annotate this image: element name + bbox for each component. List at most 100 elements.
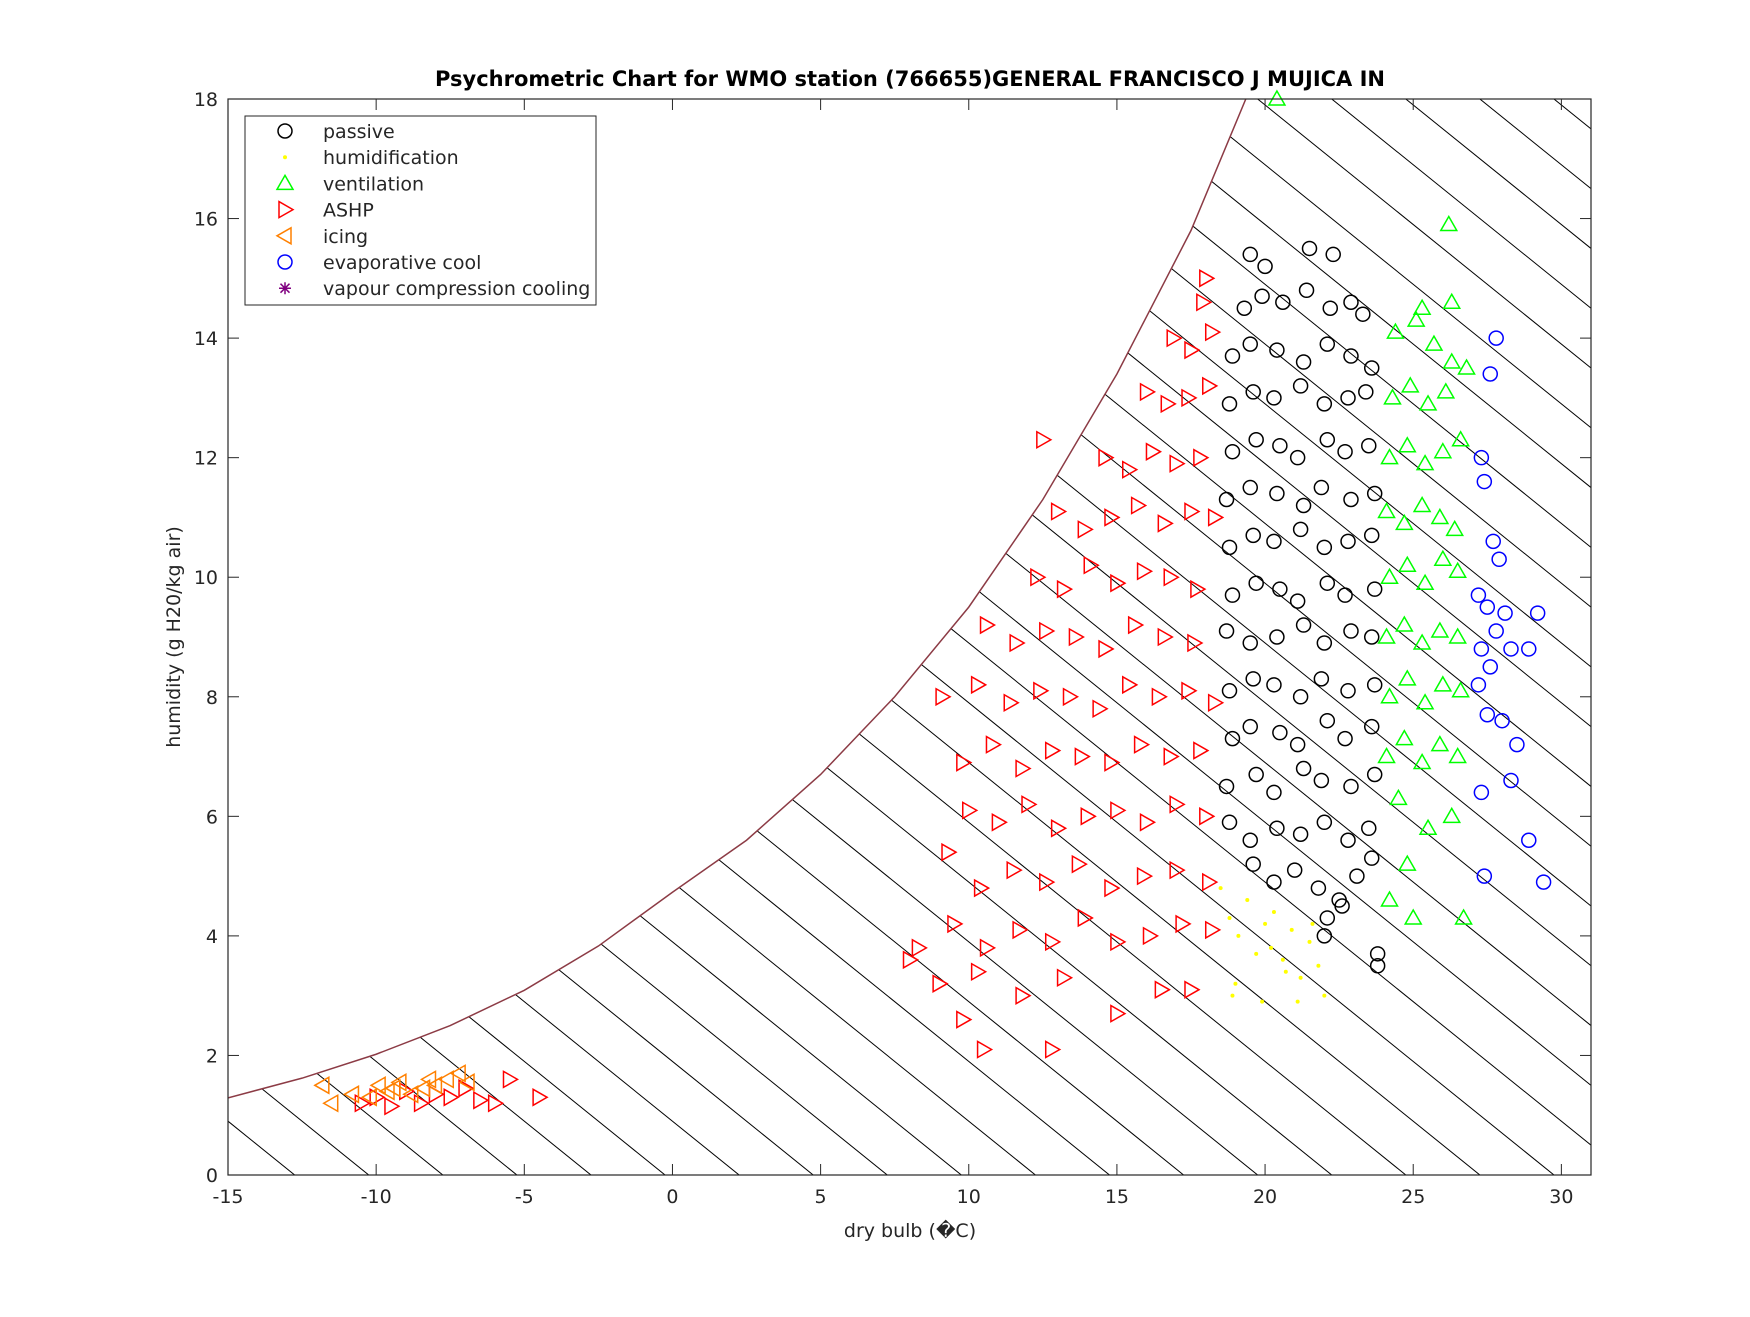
marker-triangle-up xyxy=(1442,352,1462,369)
y-tick-label: 0 xyxy=(206,1165,218,1187)
marker-dot xyxy=(1227,915,1232,920)
marker-circle xyxy=(1349,868,1365,884)
marker-triangle-right xyxy=(1030,567,1047,587)
marker-triangle-right xyxy=(979,615,997,635)
marker-triangle-up xyxy=(1448,747,1467,764)
marker-triangle-right xyxy=(458,1079,475,1098)
marker-dot xyxy=(1307,939,1312,944)
marker-circle xyxy=(1245,856,1261,872)
marker-triangle-right xyxy=(902,950,920,970)
marker-circle xyxy=(1319,336,1336,352)
y-tick-label: 2 xyxy=(206,1045,218,1067)
marker-triangle-up xyxy=(1430,621,1450,638)
y-tick-label: 4 xyxy=(206,926,218,948)
marker-circle xyxy=(1479,706,1496,723)
marker-triangle-up xyxy=(1430,507,1450,525)
marker-triangle-up xyxy=(1395,729,1414,746)
marker-circle xyxy=(1242,832,1258,848)
marker-circle xyxy=(1221,814,1238,831)
marker-circle xyxy=(1266,390,1282,406)
y-tick-label: 14 xyxy=(194,328,218,350)
x-tick-label: 5 xyxy=(815,1186,827,1208)
legend-label: passive xyxy=(323,121,395,143)
marker-triangle-right xyxy=(1193,741,1210,760)
marker-circle xyxy=(1221,683,1238,699)
marker-triangle-right xyxy=(973,878,991,898)
marker-circle xyxy=(1316,539,1333,556)
marker-dot xyxy=(1233,981,1238,986)
marker-triangle-right xyxy=(1202,376,1219,396)
marker-triangle-up xyxy=(1403,908,1423,925)
marker-circle xyxy=(1266,784,1282,801)
marker-triangle-right xyxy=(1157,514,1174,533)
marker-triangle-right xyxy=(1133,735,1151,754)
marker-triangle-left xyxy=(384,1079,401,1098)
marker-circle xyxy=(1497,605,1513,621)
marker-triangle-right xyxy=(1207,508,1225,527)
marker-circle xyxy=(1236,300,1253,316)
marker-triangle-right xyxy=(1077,520,1094,539)
marker-dot xyxy=(1260,999,1265,1004)
marker-triangle-up xyxy=(1454,908,1473,925)
marker-circle xyxy=(1322,300,1339,316)
chart-title: Psychrometric Chart for WMO station (766… xyxy=(435,67,1385,91)
series-group xyxy=(1267,89,1476,925)
marker-triangle-right xyxy=(1169,454,1186,473)
y-tick-label: 6 xyxy=(206,806,218,828)
hatch-line xyxy=(228,99,1591,488)
marker-circle xyxy=(1319,431,1336,448)
marker-triangle-up xyxy=(1383,388,1402,405)
marker-triangle-left xyxy=(414,1079,431,1098)
marker-dot xyxy=(1268,945,1273,950)
marker-triangle-right xyxy=(941,842,958,862)
marker-triangle-right xyxy=(1039,872,1056,892)
marker-circle xyxy=(1316,396,1333,412)
marker-dot xyxy=(1280,957,1285,962)
marker-triangle-up xyxy=(1389,788,1408,806)
marker-triangle-up xyxy=(1395,513,1414,531)
marker-triangle-right xyxy=(991,813,1008,832)
marker-triangle-right xyxy=(532,1087,549,1107)
marker-circle xyxy=(1363,850,1380,866)
marker-circle xyxy=(1248,766,1264,783)
marker-dot xyxy=(1236,933,1241,938)
axes-box xyxy=(227,98,1592,1176)
hatch-line xyxy=(228,99,1591,369)
marker-triangle-right xyxy=(1139,813,1157,832)
marker-circle xyxy=(1473,784,1490,801)
marker-circle xyxy=(1343,778,1359,795)
marker-triangle-right xyxy=(1006,860,1023,880)
marker-circle xyxy=(1269,485,1285,502)
marker-dot xyxy=(1230,993,1235,998)
marker-circle xyxy=(1245,671,1261,687)
marker-circle xyxy=(1366,485,1383,502)
marker-circle xyxy=(1473,641,1490,657)
marker-circle xyxy=(1316,928,1333,944)
marker-circle xyxy=(1363,718,1380,735)
marker-triangle-right xyxy=(1056,579,1074,599)
legend-label: icing xyxy=(323,226,368,248)
marker-triangle-up xyxy=(1415,454,1435,471)
x-axis-label: dry bulb (�C) xyxy=(844,1219,976,1242)
marker-triangle-right xyxy=(1062,687,1080,707)
marker-triangle-up xyxy=(1412,298,1432,315)
legend-label: ventilation xyxy=(323,173,424,195)
marker-triangle-right xyxy=(1202,872,1219,892)
legend-marker xyxy=(278,200,295,219)
saturation-curve xyxy=(228,99,1247,1099)
marker-circle xyxy=(1248,575,1264,591)
marker-circle xyxy=(1503,772,1519,789)
marker-circle xyxy=(1343,348,1359,364)
hatch-line xyxy=(228,99,1591,548)
marker-triangle-right xyxy=(1184,502,1201,521)
marker-triangle-right xyxy=(1154,980,1171,999)
marker-triangle-up xyxy=(1400,376,1420,393)
marker-circle xyxy=(1369,958,1386,974)
marker-dot xyxy=(1218,886,1223,891)
legend-marker xyxy=(277,254,293,270)
marker-circle xyxy=(1358,384,1374,400)
marker-triangle-right xyxy=(487,1093,505,1113)
marker-triangle-up xyxy=(1380,567,1399,584)
marker-triangle-left xyxy=(458,1073,475,1092)
marker-triangle-up xyxy=(1433,549,1453,567)
